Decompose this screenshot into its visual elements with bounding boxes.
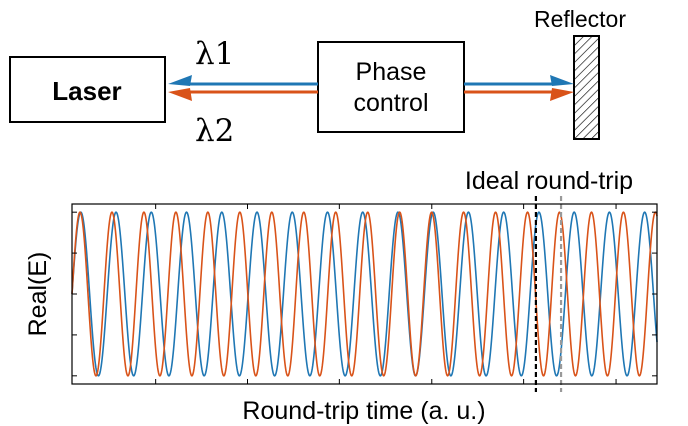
reflector-label: Reflector	[534, 6, 626, 32]
plot-area	[71, 211, 658, 377]
phase-control-label-line2: control	[353, 89, 428, 117]
laser-label: Laser	[52, 76, 121, 106]
x-axis-label: Round-trip time (a. u.)	[242, 397, 485, 425]
series-lambda2-curve	[71, 211, 658, 377]
setup-schematic: Laser Phase control Reflector λ1 λ2	[9, 6, 626, 149]
arrowhead-lambda2-right	[550, 88, 574, 101]
ideal-roundtrip-annotation: Ideal round-trip	[465, 167, 633, 195]
arrowhead-lambda2-left	[168, 88, 192, 101]
series-lambda1-curve	[71, 211, 658, 377]
phase-control-box	[317, 41, 465, 133]
axis-ticks	[72, 204, 657, 384]
phase-control-label-line1: Phase	[356, 58, 427, 86]
lambda2-label: λ2	[195, 113, 234, 149]
lambda1-label: λ1	[195, 36, 234, 72]
arrowhead-lambda1-left	[168, 75, 192, 86]
laser-box	[9, 56, 166, 123]
y-axis-label: Real(E)	[24, 252, 52, 337]
arrowhead-lambda1-right	[550, 75, 574, 86]
reflector-mirror	[573, 35, 600, 140]
field-chart: Ideal round-trip Round-trip time (a. u.)…	[24, 167, 658, 425]
